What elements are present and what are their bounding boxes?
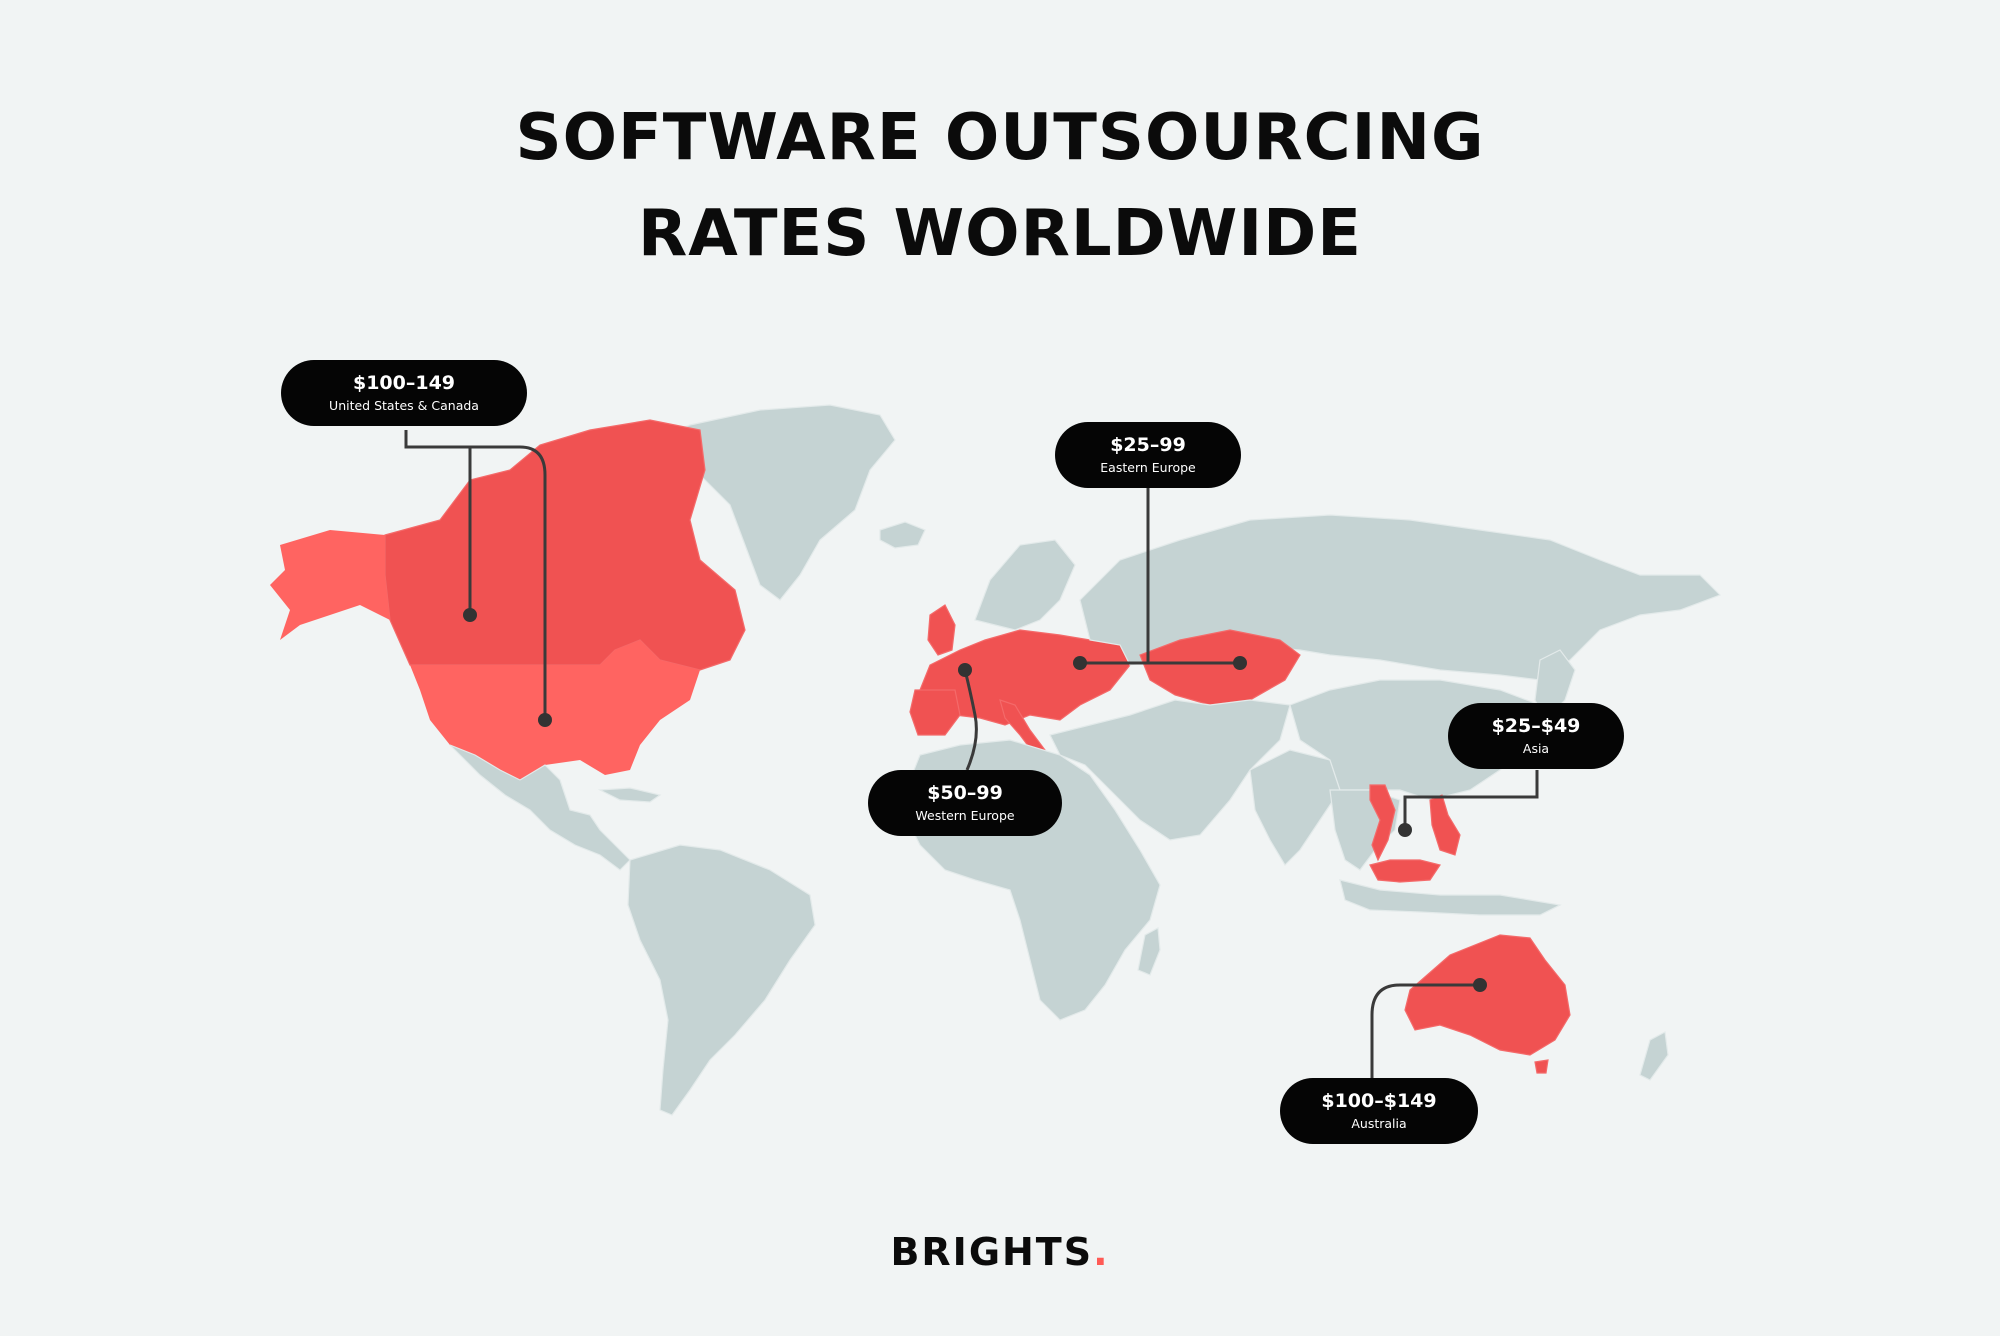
logo-dot: . — [1093, 1230, 1110, 1274]
canada — [384, 419, 746, 671]
dot-western-europe — [958, 663, 972, 677]
south-america — [627, 844, 816, 1116]
india — [1249, 749, 1341, 866]
australia — [1404, 934, 1571, 1056]
new-zealand — [1639, 1031, 1669, 1081]
callout-region: United States & Canada — [329, 398, 479, 413]
caribbean — [597, 787, 662, 803]
callout-price: $100–149 — [352, 372, 456, 394]
callout-asia: $25–$49 Asia — [1448, 703, 1624, 769]
vietnam — [1369, 784, 1396, 862]
alaska — [270, 530, 390, 640]
callout-australia: $100–$149 Australia — [1280, 1078, 1478, 1144]
iceland — [879, 521, 926, 549]
indonesia — [1339, 879, 1562, 916]
callout-eastern-europe: $25–99 Eastern Europe — [1055, 422, 1241, 488]
callout-region: Asia — [1522, 741, 1550, 756]
callout-region: Western Europe — [915, 808, 1015, 823]
leader-us-canada-1 — [404, 430, 472, 615]
dot-kazakhstan — [1233, 656, 1247, 670]
philippines — [1429, 794, 1461, 856]
callout-price: $100–$149 — [1321, 1090, 1437, 1112]
united-states — [410, 640, 700, 780]
leader-western-europe — [963, 669, 978, 771]
callout-western-europe: $50–99 Western Europe — [868, 770, 1062, 836]
dot-usa — [538, 713, 552, 727]
title-line-2: RATES WORLDWIDE — [637, 197, 1363, 271]
dot-canada — [463, 608, 477, 622]
dot-asia — [1398, 823, 1412, 837]
leader-asia — [1403, 770, 1539, 830]
tasmania — [1534, 1059, 1549, 1074]
leader-us-canada-2 — [470, 445, 547, 720]
leader-eastern-europe — [1080, 488, 1240, 665]
page-title: SOFTWARE OUTSOURCING RATES WORLDWIDE — [0, 90, 2000, 282]
logo-text: BRIGHTS — [890, 1230, 1094, 1274]
callout-price: $25–99 — [1110, 434, 1186, 456]
japan — [1534, 649, 1576, 722]
kazakhstan — [1139, 629, 1301, 706]
dot-eastern-europe — [1073, 656, 1087, 670]
mexico — [449, 744, 631, 871]
malaysia — [1369, 859, 1441, 883]
dot-australia — [1473, 978, 1487, 992]
callout-price: $50–99 — [927, 782, 1003, 804]
callout-region: Eastern Europe — [1100, 460, 1196, 475]
leader-australia — [1370, 983, 1480, 1078]
callout-us-canada: $100–149 United States & Canada — [281, 360, 527, 426]
scandinavia — [974, 539, 1076, 631]
iberia — [909, 689, 961, 736]
madagascar — [1137, 927, 1161, 976]
callout-price: $25–$49 — [1491, 715, 1581, 737]
greenland — [638, 404, 896, 601]
uk-ireland — [927, 604, 956, 656]
title-line-1: SOFTWARE OUTSOURCING — [515, 101, 1485, 175]
brand-logo: BRIGHTS. — [0, 1230, 2000, 1274]
callout-region: Australia — [1351, 1116, 1407, 1131]
